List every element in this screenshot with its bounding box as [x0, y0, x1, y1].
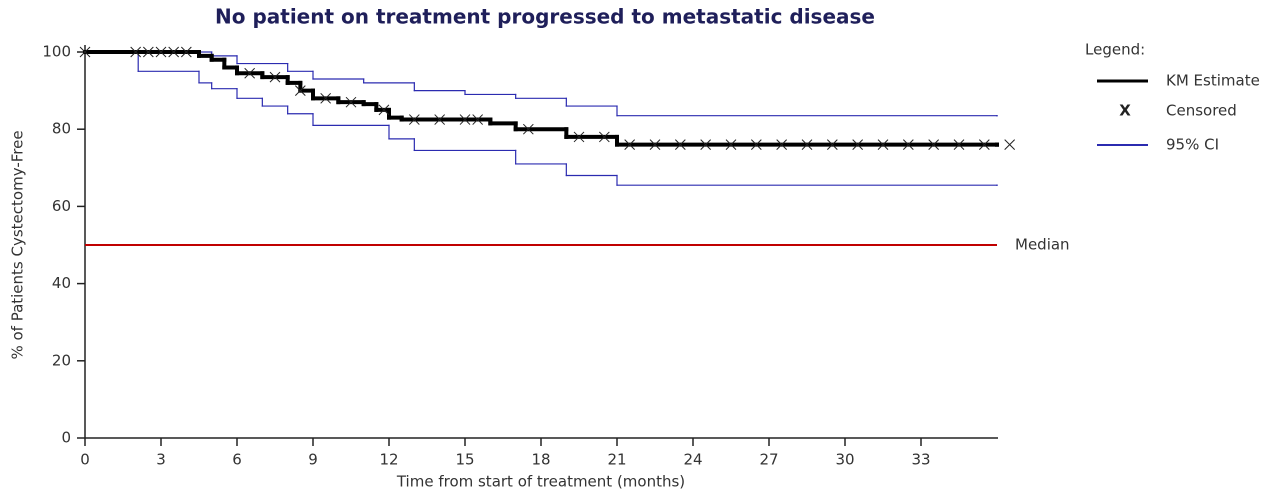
censored-stroke	[522, 123, 534, 135]
censored-stroke	[244, 67, 256, 79]
censored-mark	[1004, 139, 1016, 150]
x-tick-label: 18	[531, 451, 550, 469]
censored-mark	[826, 139, 838, 150]
censored-stroke	[142, 46, 154, 58]
censored-stroke	[624, 139, 636, 150]
censored-stroke	[902, 139, 914, 150]
censored-stroke	[79, 46, 91, 58]
censored-stroke	[725, 139, 737, 150]
x-axis-label: Time from start of treatment (months)	[396, 473, 685, 491]
x-tick-label: 30	[835, 451, 854, 469]
censored-mark	[180, 46, 192, 58]
censored-stroke	[598, 131, 610, 143]
x-tick-label: 21	[607, 451, 626, 469]
y-tick-label: 80	[52, 120, 71, 138]
censored-mark	[953, 139, 965, 150]
censored-mark	[852, 139, 864, 150]
y-tick-label: 40	[52, 274, 71, 292]
censored-stroke	[750, 139, 762, 150]
censored-mark	[345, 96, 357, 108]
censored-mark	[700, 139, 712, 150]
censored-mark	[573, 131, 585, 143]
censored-stroke	[345, 96, 357, 108]
censored-mark	[130, 46, 142, 58]
censored-mark	[674, 139, 686, 150]
censored-mark	[801, 139, 813, 150]
censored-stroke	[1004, 139, 1016, 150]
censored-stroke	[180, 46, 192, 58]
chart-title: No patient on treatment progressed to me…	[215, 5, 875, 29]
censored-stroke	[168, 46, 180, 58]
censored-stroke	[472, 114, 484, 125]
censored-stroke	[877, 139, 889, 150]
censored-mark	[472, 114, 484, 125]
censored-mark	[294, 85, 306, 96]
censored-stroke	[459, 114, 471, 125]
y-tick-label: 60	[52, 197, 71, 215]
x-tick-label: 6	[232, 451, 242, 469]
censored-stroke	[130, 46, 142, 58]
x-tick-label: 9	[308, 451, 318, 469]
censored-mark	[649, 139, 661, 150]
legend-marker: X	[1119, 102, 1131, 120]
censored-stroke	[434, 114, 446, 125]
x-tick-label: 15	[455, 451, 474, 469]
censored-stroke	[953, 139, 965, 150]
censored-mark	[155, 46, 167, 58]
censored-stroke	[801, 139, 813, 150]
censored-stroke	[776, 139, 788, 150]
censored-mark	[168, 46, 180, 58]
censored-stroke	[700, 139, 712, 150]
censored-stroke	[155, 46, 167, 58]
legend-label: 95% CI	[1166, 136, 1219, 154]
x-tick-label: 33	[911, 451, 930, 469]
censored-stroke	[978, 139, 990, 150]
censored-stroke	[674, 139, 686, 150]
censored-mark	[877, 139, 889, 150]
censored-stroke	[826, 139, 838, 150]
censored-stroke	[649, 139, 661, 150]
censored-stroke	[269, 71, 281, 83]
legend-label: KM Estimate	[1166, 72, 1260, 90]
median-label: Median	[1015, 236, 1070, 254]
x-tick-label: 27	[759, 451, 778, 469]
censored-mark	[624, 139, 636, 150]
y-tick-label: 20	[52, 351, 71, 369]
censored-mark	[978, 139, 990, 150]
censored-mark	[598, 131, 610, 143]
y-tick-label: 100	[42, 43, 71, 61]
censored-mark	[378, 104, 390, 116]
censored-stroke	[408, 114, 420, 125]
censored-stroke	[573, 131, 585, 143]
y-tick-label: 0	[61, 429, 71, 447]
censored-mark	[142, 46, 154, 58]
censored-mark	[776, 139, 788, 150]
censored-mark	[725, 139, 737, 150]
censored-stroke	[852, 139, 864, 150]
legend-title: Legend:	[1085, 41, 1145, 59]
censored-mark	[459, 114, 471, 125]
x-tick-label: 0	[80, 451, 90, 469]
x-tick-label: 24	[683, 451, 702, 469]
censored-stroke	[294, 85, 306, 96]
y-axis-label: % of Patients Cystectomy-Free	[9, 130, 27, 359]
censored-mark	[750, 139, 762, 150]
censored-stroke	[378, 104, 390, 116]
censored-mark	[79, 46, 91, 58]
censored-mark	[244, 67, 256, 79]
censored-stroke	[320, 92, 332, 104]
censored-mark	[320, 92, 332, 104]
censored-mark	[408, 114, 420, 125]
x-tick-label: 12	[379, 451, 398, 469]
legend-label: Censored	[1166, 102, 1237, 120]
censored-mark	[928, 139, 940, 150]
x-tick-label: 3	[156, 451, 166, 469]
censored-mark	[269, 71, 281, 83]
censored-stroke	[928, 139, 940, 150]
censored-mark	[434, 114, 446, 125]
censored-mark	[902, 139, 914, 150]
censored-mark	[522, 123, 534, 135]
